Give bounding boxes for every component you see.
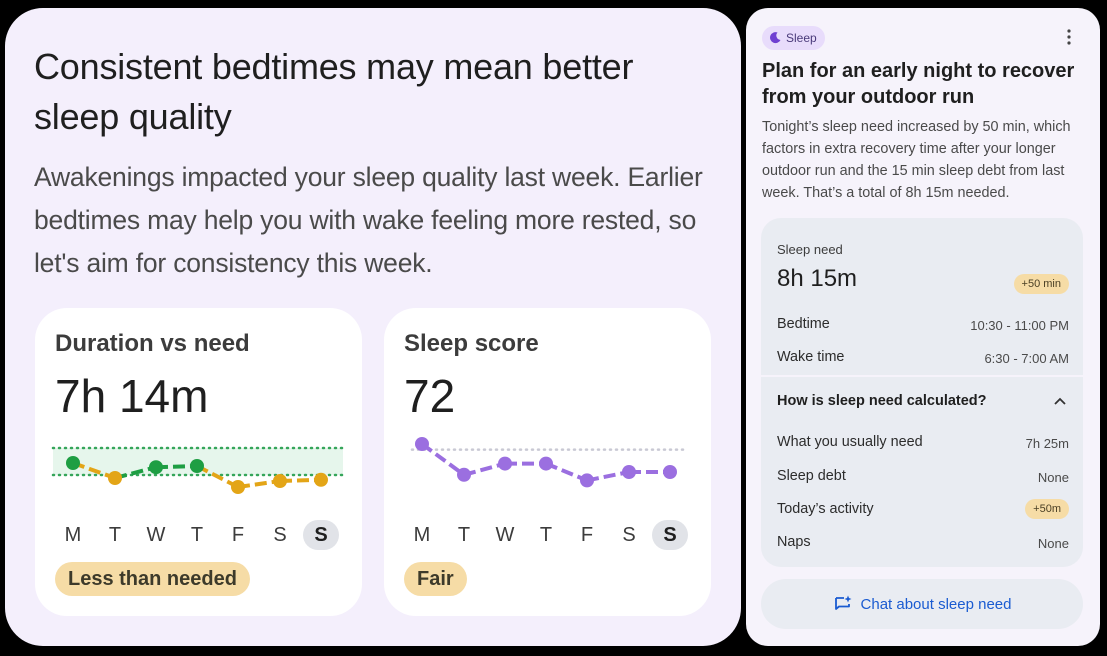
duration-segment (237, 479, 281, 489)
activity-delta-badge: +50m (1025, 499, 1069, 519)
score-point (539, 456, 553, 471)
day-label: T (108, 524, 122, 546)
detail-description: Tonight’s sleep need increased by 50 min… (762, 119, 1071, 201)
insight-panel: Consistent bedtimes may mean better slee… (5, 8, 741, 646)
chat-sparkle-icon (834, 595, 852, 610)
wake-time-value: 6:30 - 7:00 AM (984, 351, 1069, 366)
duration-segment (72, 461, 116, 480)
score-point (498, 456, 512, 471)
score-point (663, 465, 677, 479)
sleep-category-chip: Sleep (762, 26, 825, 50)
day-label: M (64, 524, 82, 546)
duration-card-title: Duration vs need (55, 330, 250, 357)
duration-chart (51, 446, 345, 494)
sleep-need-value: 8h 15m (777, 265, 858, 292)
sleep-detail-panel: Sleep Plan for an early night to recover… (746, 8, 1100, 646)
sleep-need-delta-badge: +50 min (1013, 274, 1069, 294)
day-label: S (622, 524, 636, 546)
score-chart (410, 437, 686, 488)
calc-row-label: What you usually need (777, 434, 923, 450)
score-point (580, 473, 594, 488)
day-label: W (495, 524, 515, 546)
duration-point (149, 460, 163, 475)
more-vert-icon[interactable] (1062, 28, 1076, 46)
day-label: T (190, 524, 204, 546)
sleep-score-card[interactable]: Sleep score 72 M T W T F S S Fair (384, 308, 711, 616)
duration-segment (114, 465, 157, 480)
duration-card[interactable]: Duration vs need 7h 14m M T W T F S S Le… (35, 308, 362, 616)
duration-point (231, 480, 245, 494)
score-segment (420, 442, 466, 477)
score-segment (586, 470, 630, 483)
day-label: S (273, 524, 287, 546)
score-point (415, 437, 429, 451)
day-label: F (231, 524, 245, 546)
duration-point (314, 472, 328, 487)
day-label-selected[interactable]: S (303, 520, 339, 550)
score-point (622, 465, 636, 479)
insight-headline: Consistent bedtimes may mean better slee… (34, 46, 634, 137)
calc-row-value: 7h 25m (1025, 436, 1069, 451)
detail-title: Plan for an early night to recover from … (762, 60, 1075, 108)
chevron-up-icon[interactable] (1053, 395, 1067, 407)
calc-row-label: Today’s activity (777, 501, 874, 517)
duration-point (108, 471, 122, 485)
score-segment (545, 461, 588, 483)
moon-icon (770, 32, 781, 44)
chip-label: Sleep (786, 31, 817, 45)
score-segment (463, 461, 506, 477)
score-status-badge: Fair (404, 562, 467, 596)
score-card-title: Sleep score (404, 330, 539, 357)
duration-point (190, 459, 204, 473)
day-label: T (457, 524, 471, 546)
calc-row-value: None (1037, 470, 1069, 485)
calculation-title[interactable]: How is sleep need calculated? (777, 393, 987, 409)
score-point (457, 467, 471, 482)
day-label: T (539, 524, 553, 546)
insight-body: Awakenings impacted your sleep quality l… (34, 162, 703, 278)
score-value: 72 (404, 370, 456, 422)
day-label: W (146, 524, 166, 546)
day-label-selected[interactable]: S (652, 520, 688, 550)
calc-row-label: Sleep debt (777, 468, 846, 484)
duration-value: 7h 14m (55, 370, 209, 422)
sleep-need-calculation-section[interactable]: How is sleep need calculated? What you u… (761, 377, 1083, 567)
bedtime-value: 10:30 - 11:00 PM (970, 318, 1069, 333)
sleep-need-card: Sleep need 8h 15m +50 min Bedtime 10:30 … (761, 218, 1083, 375)
chat-button-label: Chat about sleep need (860, 595, 1012, 613)
bedtime-label: Bedtime (777, 316, 830, 332)
duration-point (66, 456, 80, 470)
sleep-need-label: Sleep need (777, 242, 843, 257)
wake-time-label: Wake time (777, 349, 845, 365)
duration-point (273, 474, 287, 488)
day-label: M (413, 524, 431, 546)
day-label: F (580, 524, 594, 546)
duration-status-badge: Less than needed (55, 562, 250, 596)
duration-segment (196, 464, 239, 489)
calc-row-label: Naps (777, 534, 811, 550)
calc-row-value: None (1037, 536, 1069, 551)
chat-about-sleep-need-button[interactable]: Chat about sleep need (761, 579, 1083, 629)
